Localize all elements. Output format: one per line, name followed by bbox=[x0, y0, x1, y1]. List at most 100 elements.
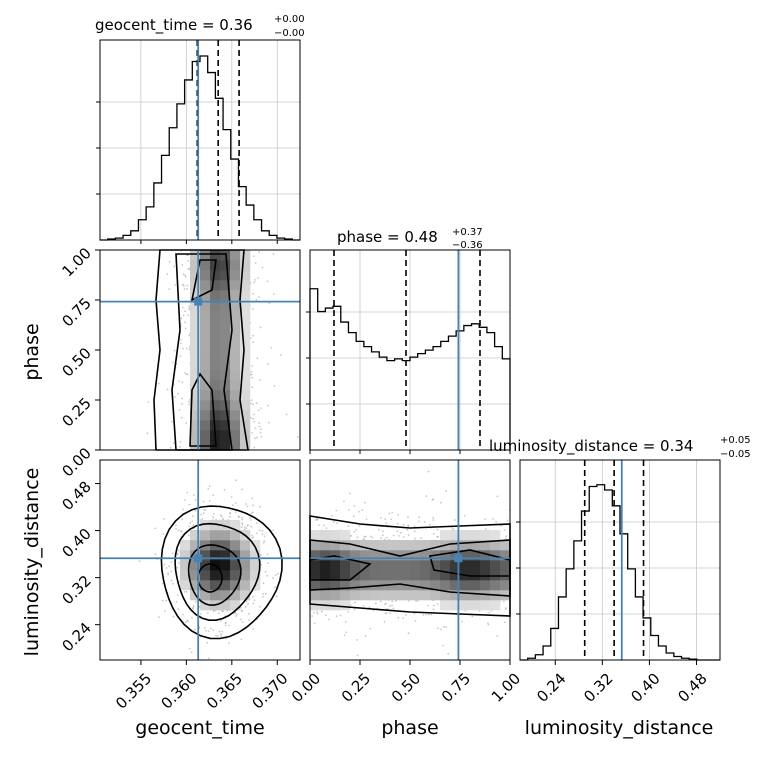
scatter-point bbox=[259, 379, 262, 381]
density-cell bbox=[250, 570, 261, 581]
scatter-point bbox=[162, 582, 164, 585]
density-cell bbox=[450, 530, 461, 541]
density-cell bbox=[200, 420, 211, 431]
density-cell bbox=[320, 550, 331, 561]
density-cell bbox=[220, 250, 231, 261]
scatter-point bbox=[266, 574, 269, 577]
scatter-point bbox=[224, 622, 227, 625]
density-cell bbox=[220, 530, 231, 541]
scatter-point bbox=[186, 491, 189, 494]
scatter-point bbox=[250, 370, 253, 373]
scatter-point bbox=[324, 614, 327, 617]
scatter-point bbox=[163, 518, 166, 520]
scatter-point bbox=[180, 317, 183, 320]
density-cell bbox=[490, 600, 501, 611]
xtick-label-phase: 0.25 bbox=[338, 670, 374, 706]
density-cell bbox=[470, 560, 481, 571]
density-cell bbox=[490, 540, 501, 551]
scatter-point bbox=[257, 277, 259, 279]
density-cell bbox=[480, 530, 491, 541]
density-cell bbox=[210, 410, 221, 421]
density-cell bbox=[190, 530, 201, 541]
scatter-point bbox=[185, 422, 188, 425]
scatter-point bbox=[447, 652, 450, 655]
scatter-point bbox=[432, 608, 435, 611]
scatter-point bbox=[492, 518, 495, 520]
density-cell bbox=[360, 590, 371, 601]
scatter-point bbox=[364, 501, 366, 504]
density-cell bbox=[240, 290, 251, 301]
scatter-point bbox=[389, 605, 391, 607]
density-cell bbox=[200, 300, 211, 311]
scatter-point bbox=[436, 536, 439, 538]
scatter-point bbox=[256, 532, 258, 535]
scatter-point bbox=[252, 417, 255, 420]
density-cell bbox=[470, 550, 481, 561]
scatter-point bbox=[158, 616, 160, 619]
scatter-point bbox=[188, 525, 191, 528]
scatter-point bbox=[212, 494, 215, 497]
scatter-point bbox=[321, 610, 323, 613]
density-cell bbox=[320, 530, 331, 541]
scatter-point bbox=[279, 354, 282, 357]
density-cell bbox=[240, 270, 251, 281]
scatter-point bbox=[175, 528, 178, 530]
scatter-point bbox=[235, 479, 238, 482]
density-cell bbox=[440, 600, 451, 611]
density-cell bbox=[430, 570, 441, 581]
density-cell bbox=[250, 550, 261, 561]
scatter-point bbox=[202, 512, 205, 514]
scatter-point bbox=[318, 524, 320, 527]
ytick-label-phase: 0.25 bbox=[58, 394, 94, 430]
scatter-point bbox=[316, 612, 319, 615]
density-cell bbox=[370, 590, 381, 601]
scatter-point bbox=[357, 510, 360, 513]
scatter-point bbox=[168, 288, 171, 290]
scatter-point bbox=[254, 279, 256, 281]
density-cell bbox=[320, 560, 331, 571]
density-cell bbox=[370, 550, 381, 561]
scatter-point bbox=[254, 262, 257, 264]
scatter-point bbox=[487, 623, 490, 626]
density-cell bbox=[440, 550, 451, 561]
scatter-point bbox=[252, 628, 255, 630]
density-cell bbox=[190, 430, 201, 441]
frame bbox=[519, 459, 721, 661]
scatter-point bbox=[234, 502, 237, 504]
scatter-point bbox=[423, 521, 426, 523]
scatter-point bbox=[171, 420, 174, 423]
density-cell bbox=[220, 340, 231, 351]
scatter-point bbox=[178, 380, 181, 382]
scatter-point bbox=[398, 535, 400, 537]
density-cell bbox=[220, 540, 231, 551]
scatter-point bbox=[241, 609, 243, 612]
density-cell bbox=[230, 350, 241, 361]
scatter-point bbox=[229, 515, 231, 518]
scatter-point bbox=[425, 495, 428, 498]
scatter-point bbox=[391, 511, 394, 514]
density-cell bbox=[340, 540, 351, 551]
density-cell bbox=[200, 360, 211, 371]
density-cell bbox=[350, 580, 361, 591]
density-cell bbox=[240, 390, 251, 401]
density-cell bbox=[190, 330, 201, 341]
scatter-point bbox=[442, 644, 444, 647]
scatter-point bbox=[222, 518, 225, 520]
density-cell bbox=[190, 260, 201, 271]
scatter-point bbox=[392, 607, 395, 610]
scatter-point bbox=[227, 642, 230, 644]
scatter-point bbox=[258, 251, 260, 254]
scatter-point bbox=[181, 283, 184, 286]
scatter-point bbox=[191, 515, 194, 518]
density-cell bbox=[220, 350, 231, 361]
scatter-point bbox=[432, 519, 435, 521]
density-cell bbox=[460, 560, 471, 571]
scatter-point bbox=[418, 516, 421, 519]
density-cell bbox=[180, 540, 191, 551]
scatter-point bbox=[285, 413, 288, 416]
ytick-label-luminosity_distance: 0.32 bbox=[58, 572, 94, 608]
scatter-point bbox=[207, 657, 210, 660]
scatter-point bbox=[252, 602, 255, 605]
frame bbox=[99, 459, 301, 661]
scatter-point bbox=[250, 373, 253, 376]
